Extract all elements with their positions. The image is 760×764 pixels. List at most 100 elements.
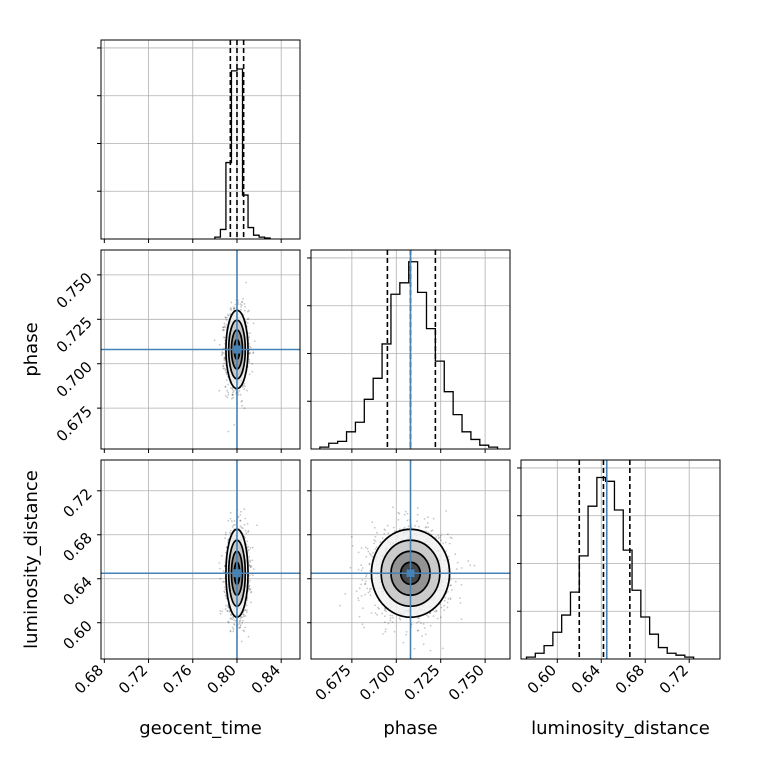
sample-point: [222, 329, 224, 332]
sample-point: [416, 629, 419, 632]
sample-point: [219, 610, 222, 612]
sample-point: [440, 606, 443, 609]
sample-point: [389, 617, 392, 619]
sample-point: [248, 584, 251, 587]
sample-point: [233, 623, 235, 625]
sample-point: [417, 620, 420, 623]
sample-point: [231, 394, 234, 396]
sample-point: [384, 615, 386, 618]
sample-point: [225, 319, 228, 321]
sample-point: [232, 396, 235, 399]
sample-point: [418, 525, 420, 528]
sample-point: [222, 326, 225, 329]
sample-point: [369, 594, 372, 597]
sample-point: [441, 647, 444, 650]
sample-point: [223, 586, 226, 589]
sample-point: [378, 607, 380, 610]
y-tick-label: 0.72: [59, 485, 95, 521]
sample-point: [240, 640, 243, 643]
sample-point: [429, 624, 432, 627]
sample-point: [233, 520, 236, 522]
sample-point: [459, 597, 461, 599]
sample-point: [221, 326, 224, 329]
sample-point: [246, 322, 249, 324]
sample-point: [239, 626, 241, 629]
sample-point: [383, 609, 386, 612]
sample-point: [223, 357, 226, 360]
sample-point: [229, 387, 232, 389]
sample-point: [240, 309, 242, 311]
sample-point: [226, 610, 229, 612]
sample-point: [252, 574, 254, 576]
sample-point: [238, 390, 241, 392]
sample-point: [349, 566, 352, 569]
sample-point: [360, 595, 363, 597]
sample-point: [229, 617, 232, 620]
sample-point: [248, 361, 251, 363]
x-axis-label-phase: phase: [383, 718, 437, 739]
sample-point: [449, 597, 452, 600]
truth-marker: [232, 569, 241, 578]
sample-point: [420, 622, 422, 624]
sample-point: [237, 393, 240, 396]
sample-point: [222, 328, 225, 331]
sample-point: [241, 399, 244, 402]
sample-point: [427, 516, 429, 519]
sample-point: [398, 617, 401, 620]
sample-point: [230, 613, 232, 616]
sample-point: [218, 389, 221, 392]
sample-point: [219, 577, 222, 580]
sample-point: [219, 567, 221, 570]
sample-point: [224, 385, 227, 388]
sample-point: [230, 397, 233, 400]
sample-point: [244, 529, 247, 532]
sample-point: [456, 568, 458, 571]
x-tick-label: 0.68: [71, 661, 107, 697]
x-tick-label: 0.76: [159, 661, 195, 697]
sample-point: [358, 615, 361, 618]
sample-point: [229, 308, 232, 310]
sample-point: [405, 630, 408, 633]
sample-point: [430, 530, 433, 532]
sample-point: [364, 583, 366, 586]
sample-point: [224, 316, 227, 319]
sample-point: [246, 522, 249, 525]
y-axis-label-luminosity_distance: luminosity_distance: [21, 470, 42, 649]
sample-point: [360, 569, 363, 572]
sample-point: [469, 564, 471, 567]
sample-point: [232, 391, 234, 394]
sample-point: [374, 604, 376, 607]
sample-point: [239, 519, 242, 522]
sample-point: [232, 617, 235, 619]
sample-point: [231, 526, 234, 528]
sample-point: [227, 519, 230, 522]
sample-point: [373, 539, 376, 541]
sample-point: [437, 537, 440, 540]
sample-point: [399, 618, 402, 621]
sample-point: [389, 614, 392, 617]
sample-point: [239, 617, 242, 620]
sample-point: [220, 354, 223, 357]
sample-point: [233, 619, 236, 622]
x-axis-label-luminosity_distance: luminosity_distance: [531, 718, 710, 739]
sample-point: [450, 537, 453, 540]
sample-point: [367, 550, 370, 553]
sample-point: [230, 307, 233, 310]
sample-point: [232, 630, 235, 633]
sample-point: [224, 317, 227, 319]
sample-point: [223, 326, 225, 329]
sample-point: [459, 602, 462, 604]
sample-point: [240, 304, 243, 306]
sample-point: [241, 622, 244, 624]
sample-point: [416, 513, 419, 516]
sample-point: [366, 547, 369, 550]
sample-point: [246, 540, 249, 543]
sample-point: [242, 298, 244, 300]
sample-point: [413, 647, 416, 650]
sample-point: [239, 514, 242, 516]
sample-point: [225, 371, 228, 374]
sample-point: [244, 305, 246, 308]
sample-point: [417, 629, 420, 632]
